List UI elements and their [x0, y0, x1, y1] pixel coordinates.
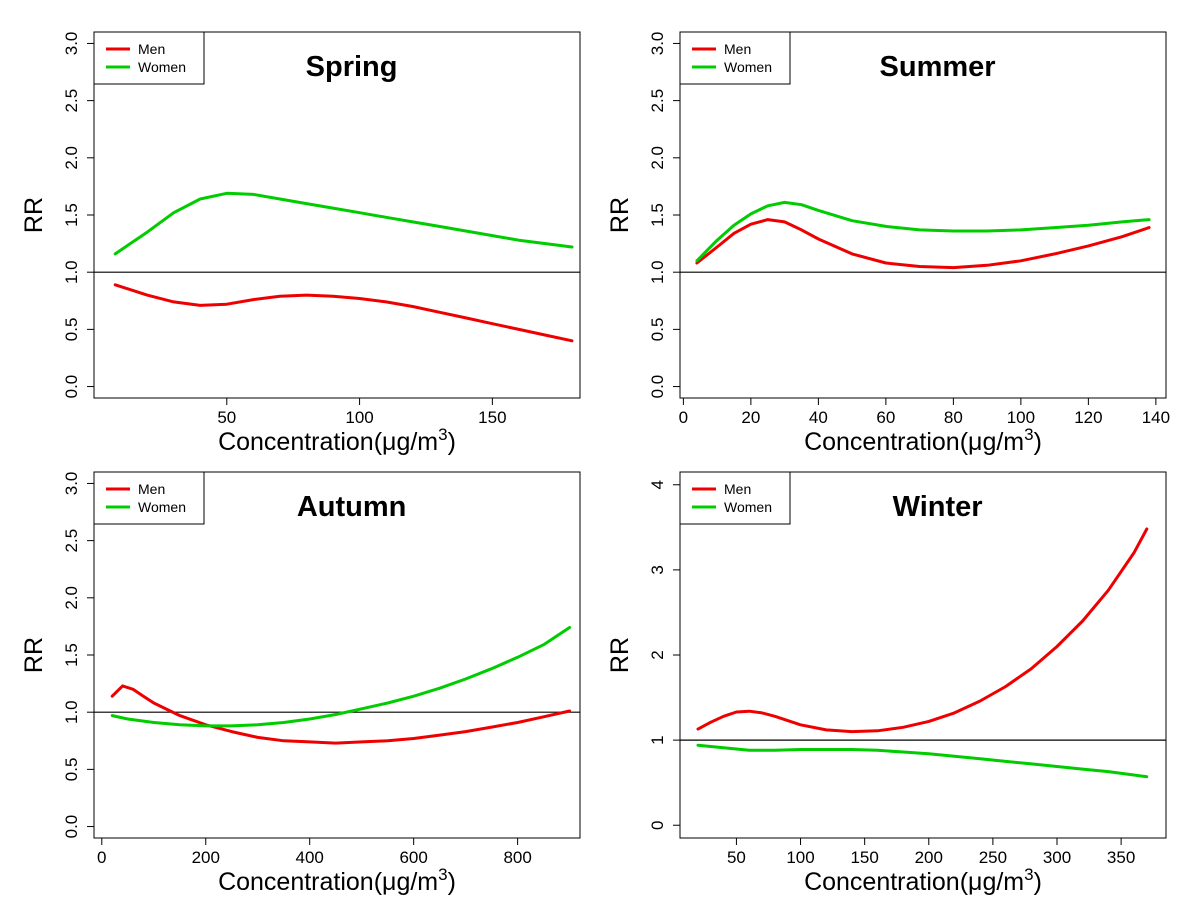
winter-plot-frame — [679, 471, 1167, 839]
summer-series-men — [695, 218, 1151, 270]
winter-x-tick-label: 350 — [1107, 848, 1135, 867]
autumn-legend-label-women: Women — [138, 499, 186, 515]
summer-x-tick-label: 80 — [944, 408, 963, 427]
winter-y-tick-label: 3 — [648, 565, 667, 574]
winter-legend-label-women: Women — [724, 499, 772, 515]
winter-series-women — [696, 743, 1149, 779]
summer-legend: Men Women — [679, 31, 791, 85]
winter-x-tick-label: 50 — [727, 848, 746, 867]
panel-autumn: 0 200 400 600 800 0.0 0.5 1.0 1.5 2.0 2.5 3.0 RR Conc… — [20, 471, 581, 896]
spring-y-tick-label: 2.5 — [62, 89, 81, 113]
autumn-series-women — [110, 626, 572, 728]
spring-y-tick-label: 3.0 — [62, 32, 81, 56]
winter-x-tick-label: 200 — [915, 848, 943, 867]
autumn-x-tick-label: 400 — [296, 848, 324, 867]
autumn-y-tick-label: 1.0 — [62, 700, 81, 724]
autumn-x-tick-label: 200 — [192, 848, 220, 867]
autumn-panel-title: Autumn — [297, 491, 407, 523]
spring-x-tick-label: 150 — [478, 408, 506, 427]
summer-legend-label-women: Women — [724, 59, 772, 75]
winter-x-tick-label: 150 — [850, 848, 878, 867]
autumn-x-axis-title: Concentration(μg/m3) — [218, 865, 456, 896]
winter-y-tick-label: 0 — [648, 820, 667, 829]
winter-x-tick-label: 300 — [1043, 848, 1071, 867]
spring-y-tick-label: 0.0 — [62, 375, 81, 399]
autumn-plot-frame — [93, 471, 581, 839]
panel-winter: 50 100 150 200 250 300 350 0 1 2 3 4 RR Concentration… — [606, 471, 1167, 896]
summer-x-tick-label: 0 — [679, 408, 688, 427]
winter-legend-box — [679, 471, 791, 525]
spring-y-tick-label: 1.5 — [62, 203, 81, 227]
winter-series-men — [696, 527, 1149, 734]
winter-y-tick-label: 1 — [648, 735, 667, 744]
spring-y-tick-label: 1.0 — [62, 260, 81, 284]
spring-legend-box — [93, 31, 205, 85]
winter-x-tick-label: 100 — [786, 848, 814, 867]
winter-y-axis-title: RR — [606, 637, 634, 673]
autumn-legend: Men Women — [93, 471, 205, 525]
summer-x-tick-label: 120 — [1074, 408, 1102, 427]
autumn-x-tick-label: 0 — [97, 848, 106, 867]
spring-y-tick-label: 2.0 — [62, 146, 81, 170]
spring-legend: Men Women — [93, 31, 205, 85]
spring-legend-label-men: Men — [138, 41, 165, 57]
summer-y-tick-label: 2.5 — [648, 89, 667, 113]
panel-summer: 0 20 40 60 80 100 120 140 0.0 0.5 1.0 1.5 2.0 2.5 3.0 R… — [606, 31, 1170, 456]
spring-x-tick-label: 100 — [345, 408, 373, 427]
spring-x-axis-title: Concentration(μg/m3) — [218, 425, 456, 456]
spring-legend-label-women: Women — [138, 59, 186, 75]
winter-legend: Men Women — [679, 471, 791, 525]
autumn-x-tick-label: 600 — [399, 848, 427, 867]
summer-y-tick-label: 1.5 — [648, 203, 667, 227]
summer-x-tick-label: 60 — [876, 408, 895, 427]
summer-y-tick-label: 0.0 — [648, 375, 667, 399]
summer-x-axis-title: Concentration(μg/m3) — [804, 425, 1042, 456]
autumn-legend-label-men: Men — [138, 481, 165, 497]
spring-y-axis-title: RR — [20, 197, 48, 233]
autumn-y-tick-label: 1.5 — [62, 643, 81, 667]
summer-x-tick-label: 40 — [809, 408, 828, 427]
autumn-y-tick-label: 2.0 — [62, 586, 81, 610]
spring-panel-title: Spring — [306, 51, 398, 83]
summer-y-axis-title: RR — [606, 197, 634, 233]
summer-legend-label-men: Men — [724, 41, 751, 57]
autumn-y-tick-label: 3.0 — [62, 472, 81, 496]
summer-plot-frame — [679, 31, 1167, 399]
autumn-legend-box — [93, 471, 205, 525]
summer-series-women — [695, 200, 1151, 263]
spring-x-tick-label: 50 — [217, 408, 236, 427]
autumn-y-tick-label: 0.0 — [62, 815, 81, 839]
summer-y-tick-label: 3.0 — [648, 32, 667, 56]
autumn-y-tick-label: 0.5 — [62, 758, 81, 782]
summer-x-tick-label: 100 — [1007, 408, 1035, 427]
spring-plot-frame — [93, 31, 581, 399]
winter-panel-title: Winter — [893, 491, 983, 523]
autumn-y-axis-title: RR — [20, 637, 48, 673]
summer-legend-box — [679, 31, 791, 85]
winter-legend-label-men: Men — [724, 481, 751, 497]
summer-x-tick-label: 140 — [1142, 408, 1170, 427]
winter-y-tick-label: 2 — [648, 650, 667, 659]
autumn-series-men — [110, 684, 572, 745]
winter-x-tick-label: 250 — [979, 848, 1007, 867]
panel-spring: 50 100 150 0.0 0.5 1.0 1.5 2.0 2.5 3.0 RR Concentra… — [20, 31, 581, 456]
summer-y-tick-label: 2.0 — [648, 146, 667, 170]
autumn-y-tick-label: 2.5 — [62, 529, 81, 553]
spring-series-men — [113, 283, 574, 343]
summer-x-tick-label: 20 — [741, 408, 760, 427]
winter-y-tick-label: 4 — [648, 480, 667, 489]
spring-series-women — [113, 191, 574, 256]
winter-x-axis-title: Concentration(μg/m3) — [804, 865, 1042, 896]
summer-y-tick-label: 1.0 — [648, 260, 667, 284]
spring-y-tick-label: 0.5 — [62, 318, 81, 342]
autumn-x-tick-label: 800 — [503, 848, 531, 867]
summer-y-tick-label: 0.5 — [648, 318, 667, 342]
summer-panel-title: Summer — [880, 51, 996, 83]
